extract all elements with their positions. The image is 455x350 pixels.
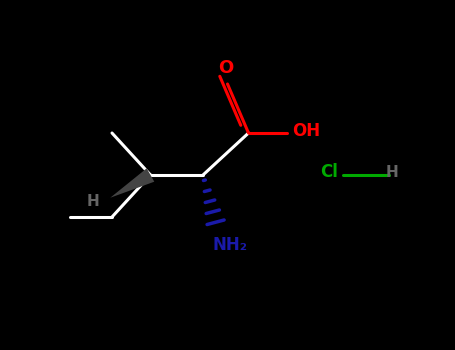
Text: O: O [218,59,233,77]
Text: NH₂: NH₂ [213,236,248,254]
Text: Cl: Cl [320,163,338,181]
Text: H: H [386,165,399,180]
Text: H: H [87,194,100,209]
Text: OH: OH [292,122,320,140]
Polygon shape [110,168,154,198]
